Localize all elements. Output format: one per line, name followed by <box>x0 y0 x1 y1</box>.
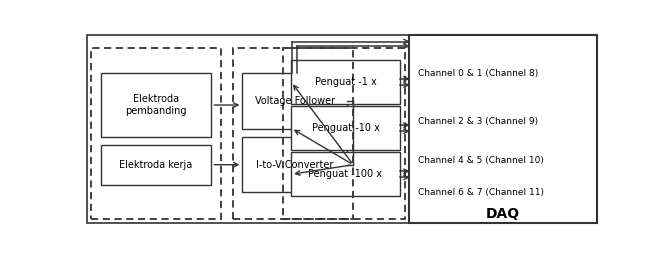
Text: Channel 4 & 5 (Channel 10): Channel 4 & 5 (Channel 10) <box>418 156 544 165</box>
Text: Penguat -10 x: Penguat -10 x <box>311 123 379 133</box>
Bar <box>92 48 222 219</box>
Bar <box>233 48 353 219</box>
Bar <box>242 73 347 129</box>
Bar <box>283 48 405 219</box>
Text: Penguat -1 x: Penguat -1 x <box>315 77 376 87</box>
Text: Channel 2 & 3 (Channel 9): Channel 2 & 3 (Channel 9) <box>418 117 538 126</box>
Bar <box>101 73 211 137</box>
Bar <box>291 152 399 196</box>
Text: I-to-V Converter: I-to-V Converter <box>256 160 333 170</box>
Text: Penguat -100 x: Penguat -100 x <box>309 169 383 179</box>
Text: Channel 6 & 7 (Channel 11): Channel 6 & 7 (Channel 11) <box>418 188 544 197</box>
Text: Voltage Follower: Voltage Follower <box>255 96 335 106</box>
Text: DAQ: DAQ <box>486 207 520 221</box>
Bar <box>291 106 399 150</box>
Bar <box>101 145 211 185</box>
Bar <box>291 60 399 104</box>
Bar <box>409 35 597 223</box>
Bar <box>242 137 347 193</box>
Text: Channel 0 & 1 (Channel 8): Channel 0 & 1 (Channel 8) <box>418 69 538 78</box>
Text: Elektroda
pembanding: Elektroda pembanding <box>125 94 187 116</box>
Text: Elektroda kerja: Elektroda kerja <box>120 160 192 170</box>
